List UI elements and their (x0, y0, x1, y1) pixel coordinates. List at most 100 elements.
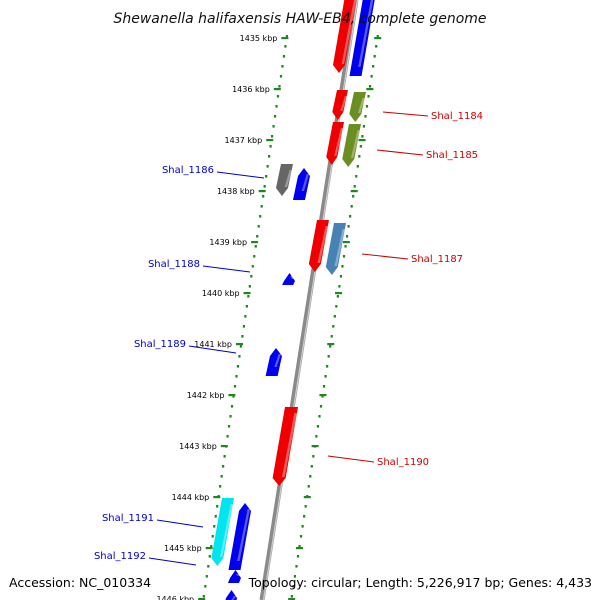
gene-leader-line (188, 345, 237, 354)
feature-block (265, 348, 282, 376)
right-track-dot (329, 345, 332, 348)
feature-block (228, 503, 251, 570)
scale-tick-label: 1438 kbp (217, 187, 255, 196)
right-track-dot (370, 75, 373, 78)
left-major-tick (266, 139, 274, 142)
feature-block-shine (340, 96, 348, 111)
scale-tick-label: 1439 kbp (209, 238, 247, 247)
feature-block (332, 90, 348, 120)
left-track-dot (214, 515, 217, 518)
right-major-tick (295, 547, 303, 550)
gene-label: Shal_1189 (134, 339, 186, 350)
scale-tick-label: 1444 kbp (172, 493, 210, 502)
right-track-dot (364, 115, 367, 118)
feature-block-shine (219, 504, 234, 557)
right-track-dot (292, 585, 295, 588)
right-track-dot (335, 305, 338, 308)
feature-block-shine (341, 0, 357, 64)
feature-block (272, 407, 298, 486)
left-track-dot (219, 485, 222, 488)
feature-block (308, 220, 329, 272)
feature-block-shine (334, 128, 344, 156)
left-track-dot (233, 385, 237, 388)
left-track-dot (254, 245, 257, 248)
feature-block-shine (281, 413, 297, 477)
right-track-dot (372, 65, 375, 68)
scale-tick-label: 1443 kbp (179, 442, 217, 451)
right-track-dot (362, 125, 366, 128)
genome-summary-text: Topology: circular; Length: 5,226,917 bp… (248, 575, 592, 590)
feature-block-shine (334, 229, 346, 266)
right-track-dot (350, 205, 353, 208)
left-track-dot (208, 555, 211, 558)
right-track-dot (358, 155, 361, 158)
scale-tick-label: 1437 kbp (225, 136, 263, 145)
right-track-dot (373, 55, 376, 58)
gene-leader-line (148, 557, 197, 566)
right-track-dot (367, 95, 370, 98)
left-track-dot (245, 305, 248, 308)
left-track-dot (262, 195, 265, 198)
left-track-dot (269, 145, 272, 148)
feature-block-shine (290, 276, 295, 279)
gene-leader-line (382, 111, 429, 117)
right-major-tick (358, 139, 366, 142)
left-track-dot (268, 155, 271, 158)
feature-layer (211, 0, 375, 600)
left-major-tick (251, 241, 259, 244)
feature-block (342, 124, 361, 167)
right-track-dot (349, 215, 352, 218)
feature-block (211, 498, 234, 566)
left-track-dot (230, 405, 234, 408)
left-track-dot (235, 375, 238, 378)
scale-tick-label: 1445 kbp (164, 544, 202, 553)
feature-block-shine (317, 226, 329, 263)
right-track-dot (327, 355, 330, 358)
gene-leader-line (202, 265, 251, 273)
feature-block (326, 122, 344, 165)
left-track-dot (227, 425, 231, 428)
left-track-dot (216, 505, 219, 508)
left-major-tick (205, 547, 213, 550)
left-major-tick (281, 37, 289, 40)
right-major-tick (366, 88, 374, 91)
right-track-dot (310, 465, 313, 468)
left-track-dot (278, 85, 281, 88)
right-track-dot (296, 555, 300, 558)
left-major-tick (258, 190, 266, 193)
left-track-dot (222, 465, 225, 468)
gene-leader-line (327, 455, 375, 463)
left-track-dot (232, 395, 235, 398)
right-track-dot (290, 595, 293, 598)
right-track-dot (336, 295, 339, 298)
left-track-dot (229, 415, 232, 418)
left-track-dot (276, 95, 280, 98)
gene-leader-line (361, 253, 409, 260)
left-track-dot (270, 135, 274, 138)
left-major-tick (198, 598, 206, 600)
left-track-dot (204, 585, 207, 588)
gene-label: Shal_1184 (431, 111, 483, 122)
left-track-dot (272, 125, 275, 128)
gene-leader-line (156, 519, 204, 528)
feature-block (225, 590, 237, 600)
feature-block (325, 223, 346, 275)
right-track-dot (352, 195, 355, 198)
scale-tick-label: 1435 kbp (240, 34, 278, 43)
left-major-tick (273, 88, 281, 91)
scale-tick-label: 1446 kbp (156, 595, 194, 600)
feature-block-shine (358, 0, 374, 67)
feature-block-shine (350, 130, 361, 158)
right-track-dot (341, 265, 344, 268)
left-track-dot (257, 225, 260, 228)
left-track-dot (265, 175, 268, 178)
right-major-tick (350, 190, 358, 193)
right-track-dot (330, 335, 333, 338)
left-track-dot (207, 565, 210, 568)
feature-block-shine (274, 354, 282, 367)
right-major-tick (327, 343, 335, 346)
right-major-tick (335, 292, 343, 295)
right-track-dot (365, 105, 369, 108)
